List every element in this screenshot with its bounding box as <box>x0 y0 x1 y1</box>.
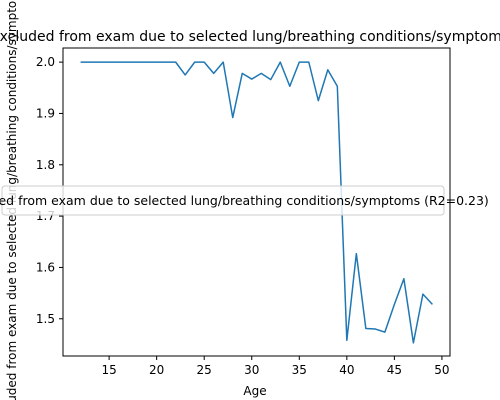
y-tick-label: 1.5 <box>36 312 55 326</box>
legend-entry-label: Excluded from exam due to selected lung/… <box>0 193 489 208</box>
legend-box <box>1 185 445 216</box>
axis-ticks: 15 20 25 30 35 40 45 501.51.61.71.81.92.0 <box>36 55 450 377</box>
legend: Excluded from exam due to selected lung/… <box>0 185 489 216</box>
x-tick-label: 50 <box>434 363 449 377</box>
x-tick-label: 25 <box>197 363 212 377</box>
x-tick-label: 30 <box>244 363 259 377</box>
y-tick-label: 2.0 <box>36 55 55 69</box>
chart-title: Excluded from exam due to selected lung/… <box>0 29 500 45</box>
x-tick-label: 15 <box>101 363 116 377</box>
series-line <box>80 61 433 344</box>
x-axis-label: Age <box>243 384 266 398</box>
x-tick-label: 40 <box>339 363 354 377</box>
y-tick-label: 1.8 <box>36 158 55 172</box>
y-tick-label: 1.9 <box>36 106 55 120</box>
plot-series <box>80 61 433 344</box>
x-tick-label: 35 <box>292 363 307 377</box>
y-tick-label: 1.6 <box>36 260 55 274</box>
x-tick-label: 20 <box>149 363 164 377</box>
x-tick-label: 45 <box>387 363 402 377</box>
